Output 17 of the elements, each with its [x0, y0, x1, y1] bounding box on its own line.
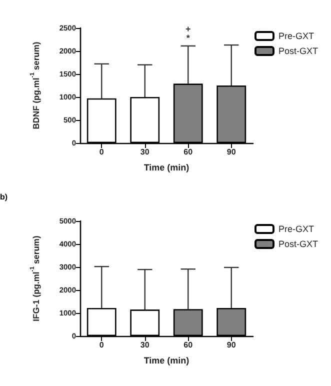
x-tick-label: 0: [99, 340, 104, 350]
x-tick-label: 60: [184, 148, 194, 156]
text: b): [0, 192, 8, 202]
x-axis-title: Time (min): [144, 356, 190, 366]
x-tick-label: 0: [99, 148, 104, 156]
x-tick-label: 30: [140, 148, 150, 156]
x-tick-label: 90: [226, 340, 236, 350]
legend-label: Pre-GXT: [278, 224, 314, 234]
x-axis-title: Time (min): [144, 162, 190, 172]
legend-label: Pre-GXT: [278, 31, 314, 41]
x-tick-label: 30: [140, 340, 150, 350]
legend-label: Post-GXT: [278, 239, 318, 249]
x-tick-label: 60: [184, 340, 194, 350]
x-tick-label: 90: [226, 148, 236, 156]
legend-label: Post-GXT: [278, 46, 318, 56]
annotation: +: [185, 24, 191, 34]
annotation: *: [186, 32, 190, 43]
